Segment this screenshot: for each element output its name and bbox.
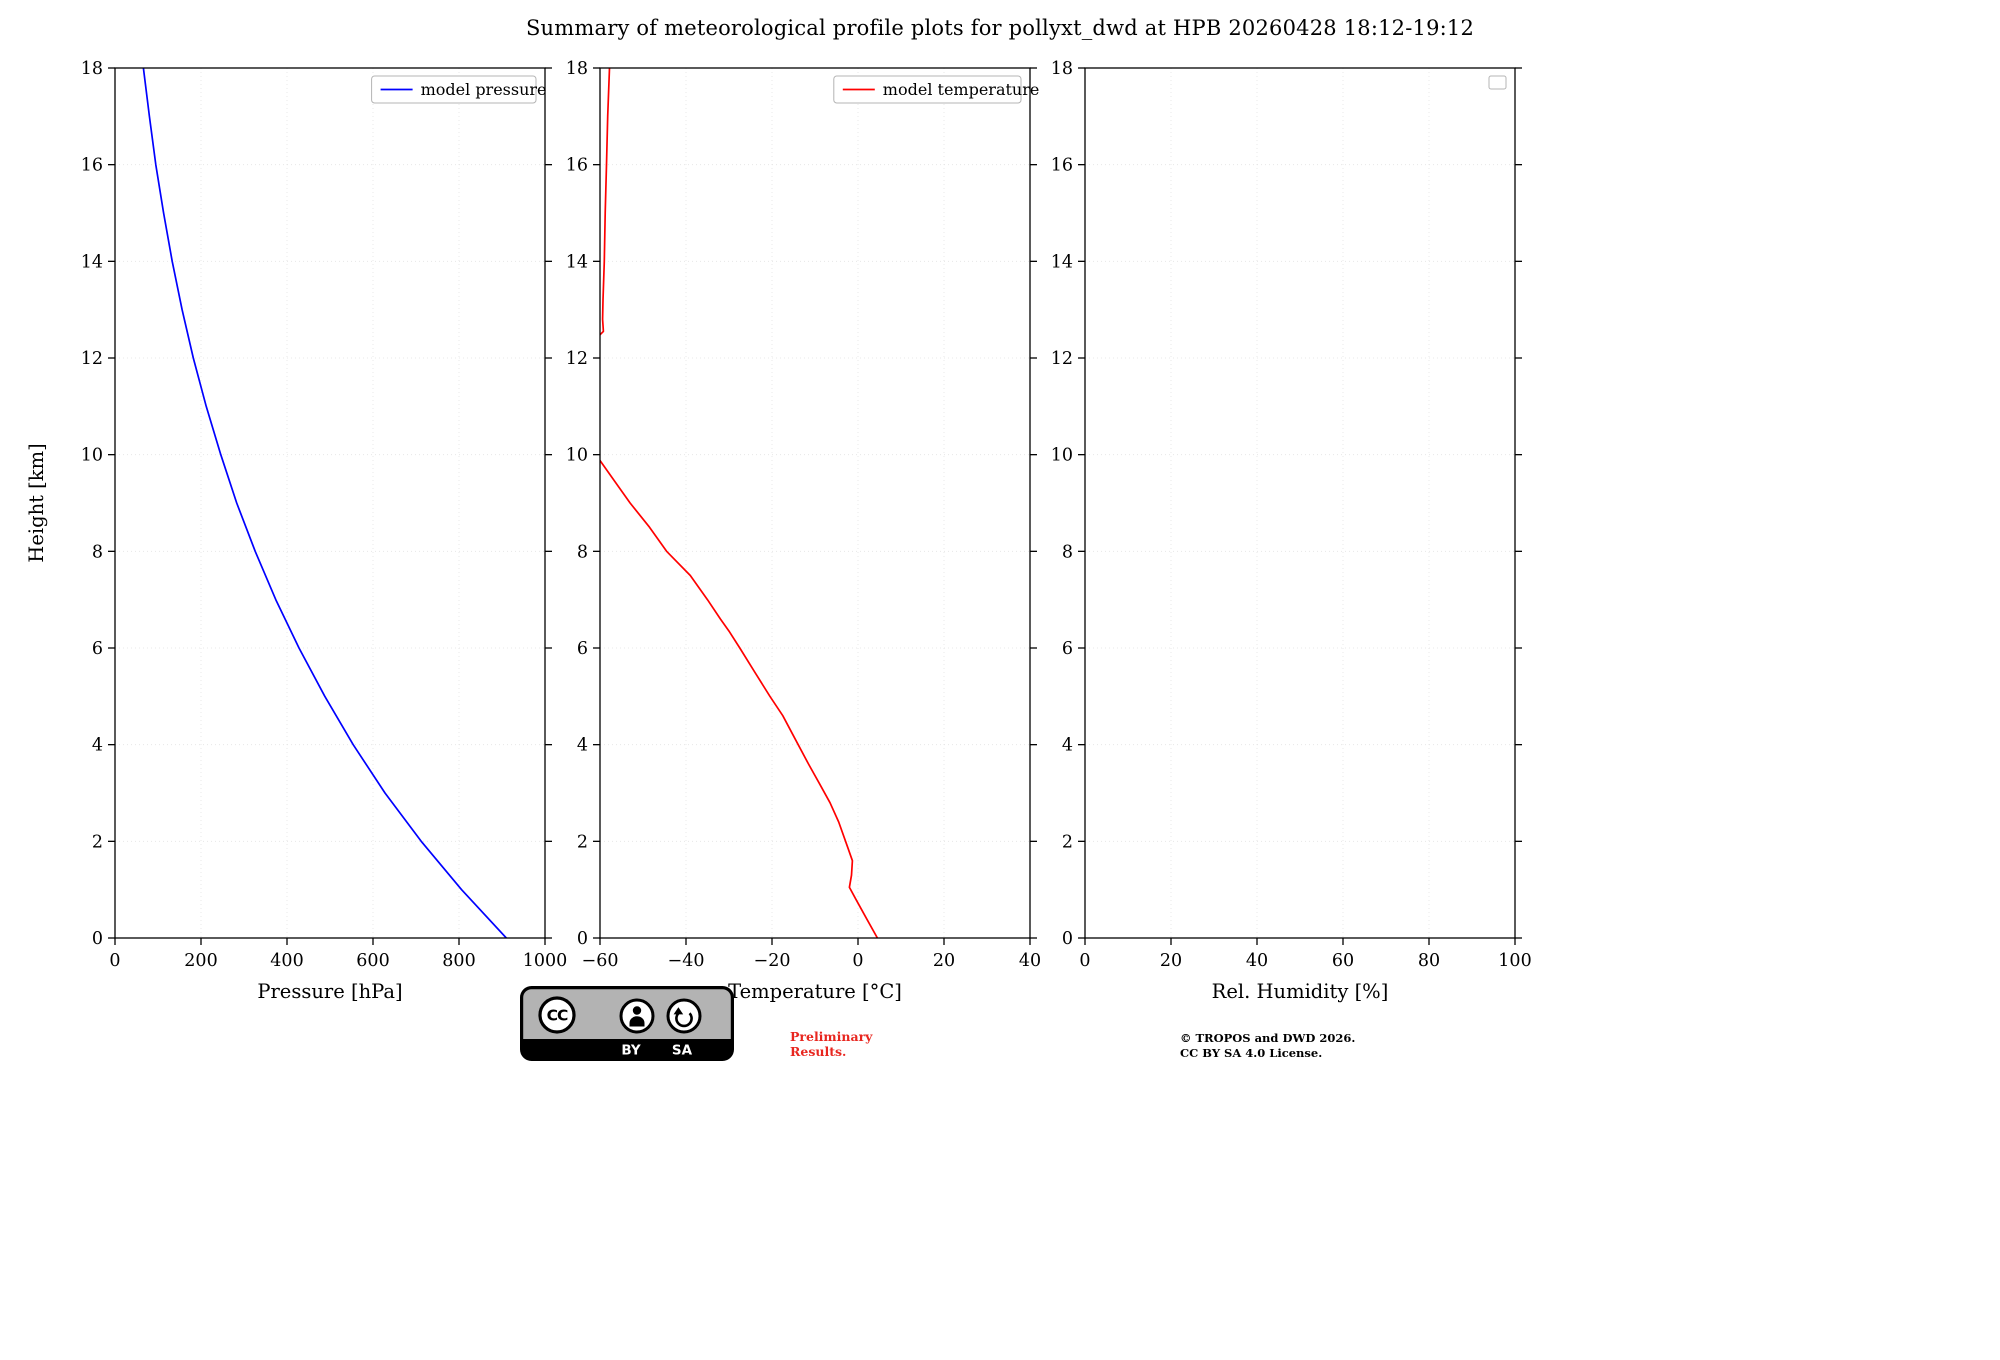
axes-frame bbox=[1084, 67, 1516, 939]
cc-logo-text: CC bbox=[547, 1007, 568, 1025]
y-tick-label: 10 bbox=[566, 446, 588, 466]
y-tick-label: 16 bbox=[81, 156, 103, 176]
y-tick-label: 10 bbox=[81, 446, 103, 466]
y-tick-label: 10 bbox=[1051, 446, 1073, 466]
legend-box-empty bbox=[1488, 75, 1507, 90]
y-tick-label: 2 bbox=[92, 832, 103, 852]
x-tick-label: 0 bbox=[109, 951, 120, 971]
y-axis-label: Height [km] bbox=[25, 443, 48, 562]
y-tick-label: 8 bbox=[1062, 542, 1073, 562]
y-tick-label: 12 bbox=[566, 349, 588, 369]
y-tick-label: 0 bbox=[92, 929, 103, 949]
copyright-note: © TROPOS and DWD 2026. CC BY SA 4.0 Lice… bbox=[1180, 1031, 1355, 1061]
y-tick-label: 18 bbox=[566, 59, 588, 79]
legend-box bbox=[371, 75, 537, 104]
share-alike-icon bbox=[666, 998, 702, 1034]
x-tick-label: −20 bbox=[754, 951, 791, 971]
y-tick-label: 4 bbox=[1062, 736, 1073, 756]
x-tick-label: −60 bbox=[582, 951, 619, 971]
x-tick-label: −40 bbox=[668, 951, 705, 971]
y-tick-label: 6 bbox=[1062, 639, 1073, 659]
copyright-line1: © TROPOS and DWD 2026. bbox=[1180, 1031, 1356, 1045]
x-tick-label: 600 bbox=[356, 951, 389, 971]
x-tick-label: 40 bbox=[1246, 951, 1268, 971]
model-temperature-curve-1 bbox=[600, 68, 611, 336]
legend-label: model pressure bbox=[421, 80, 547, 99]
y-tick-label: 12 bbox=[1051, 349, 1073, 369]
x-tick-label: 40 bbox=[1019, 951, 1041, 971]
humidity-chart: 0 20 40 60 80 100 0 2 4 6 8 10 12 14 16 18 Rel. Humidity… bbox=[1051, 59, 1532, 1003]
x-tick-label: 60 bbox=[1332, 951, 1354, 971]
y-tick-label: 12 bbox=[81, 349, 103, 369]
y-tick-label: 8 bbox=[92, 542, 103, 562]
by-person-icon bbox=[619, 998, 655, 1034]
preliminary-line2: Results. bbox=[790, 1044, 847, 1059]
y-tick-label: 4 bbox=[92, 736, 103, 756]
x-tick-label: 1000 bbox=[523, 951, 568, 971]
y-tick-label: 16 bbox=[1051, 156, 1073, 176]
x-axis-label: Pressure [hPa] bbox=[257, 980, 402, 1003]
x-tick-label: 100 bbox=[1498, 951, 1531, 971]
badge-bottom-bar bbox=[522, 1039, 732, 1059]
x-tick-label: 0 bbox=[1079, 951, 1090, 971]
model-temperature-curve-0 bbox=[600, 459, 879, 938]
x-tick-label: 20 bbox=[933, 951, 955, 971]
x-tick-label: 0 bbox=[852, 951, 863, 971]
temperature-chart: −60 −40 −20 0 20 40 0 2 4 6 8 10 12 14 16 18 Temperature… bbox=[566, 59, 1041, 1003]
y-tick-label: 0 bbox=[1062, 929, 1073, 949]
x-tick-label: 80 bbox=[1418, 951, 1440, 971]
y-tick-label: 18 bbox=[81, 59, 103, 79]
model-pressure-curve-0 bbox=[142, 68, 508, 938]
axes-frame bbox=[599, 67, 1031, 939]
badge-sa-label: SA bbox=[672, 1043, 693, 1059]
y-tick-label: 16 bbox=[566, 156, 588, 176]
preliminary-note: Preliminary Results. bbox=[790, 1029, 872, 1059]
y-tick-label: 14 bbox=[1051, 252, 1073, 272]
pressure-chart: 0 200 400 600 800 1000 0 2 4 6 8 10 12 14 16 18 Pressure… bbox=[25, 59, 567, 1003]
y-tick-label: 2 bbox=[577, 832, 588, 852]
x-tick-label: 400 bbox=[270, 951, 303, 971]
y-tick-label: 14 bbox=[566, 252, 588, 272]
y-tick-label: 4 bbox=[577, 736, 588, 756]
figure-title: Summary of meteorological profile plots … bbox=[525, 16, 1475, 40]
x-tick-label: 800 bbox=[442, 951, 475, 971]
y-tick-label: 2 bbox=[1062, 832, 1073, 852]
y-tick-label: 14 bbox=[81, 252, 103, 272]
x-axis-label: Temperature [°C] bbox=[728, 980, 902, 1003]
x-axis-label: Rel. Humidity [%] bbox=[1212, 980, 1389, 1003]
legend-label: model temperature bbox=[883, 80, 1040, 99]
cc-by-sa-badge: CC BY SA bbox=[520, 986, 734, 1061]
x-tick-label: 200 bbox=[184, 951, 217, 971]
y-tick-label: 18 bbox=[1051, 59, 1073, 79]
y-tick-label: 6 bbox=[92, 639, 103, 659]
legend-box bbox=[833, 75, 1022, 104]
y-tick-label: 0 bbox=[577, 929, 588, 949]
badge-by-label: BY bbox=[621, 1043, 641, 1059]
copyright-line2: CC BY SA 4.0 License. bbox=[1180, 1045, 1323, 1060]
y-tick-label: 8 bbox=[577, 542, 588, 562]
y-tick-label: 6 bbox=[577, 639, 588, 659]
preliminary-line1: Preliminary bbox=[790, 1029, 873, 1044]
axes-frame bbox=[114, 67, 546, 939]
cc-logo-icon: CC bbox=[538, 996, 576, 1034]
x-tick-label: 20 bbox=[1160, 951, 1182, 971]
